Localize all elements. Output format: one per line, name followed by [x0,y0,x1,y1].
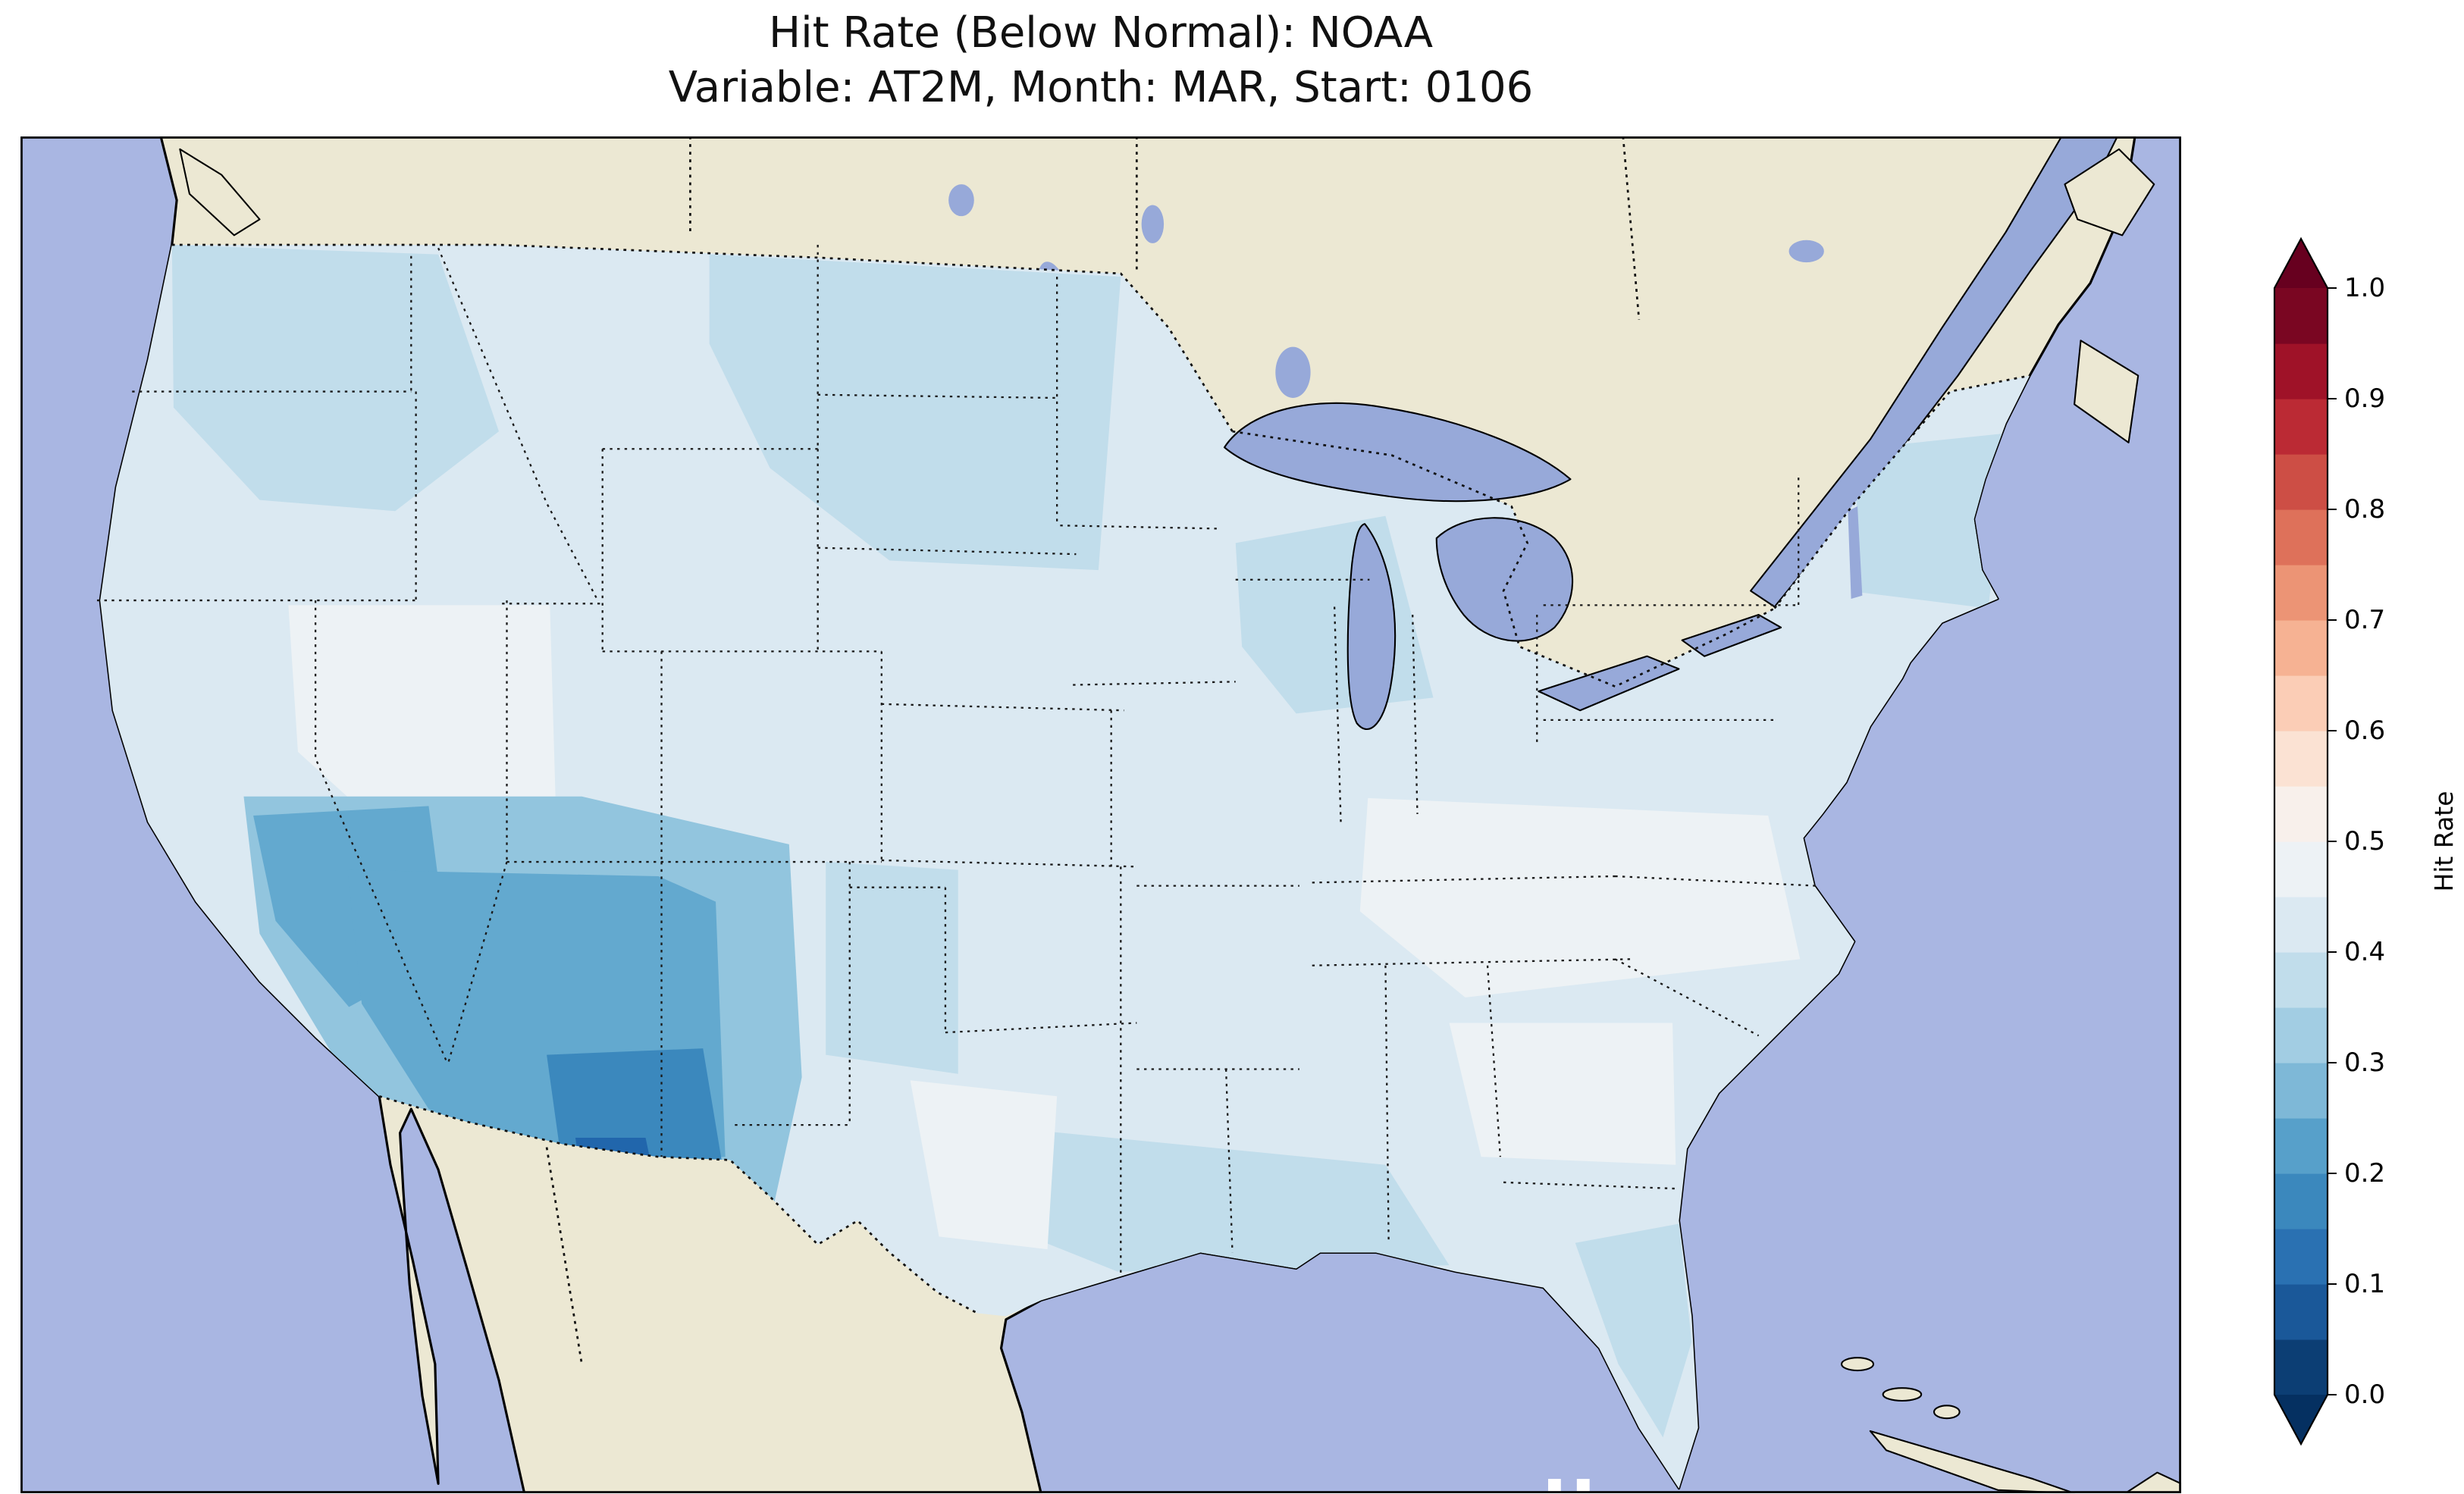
region-gulf-coast [1021,1129,1450,1272]
canada-lake [948,184,974,217]
missing-data-cell [1547,1479,1561,1492]
colorbar: 1.0 0.9 0.8 0.7 0.6 0.5 0.4 0.3 0.2 0.1 0.0 Hit Ra… [2273,236,2459,1446]
colorbar-band [2274,1063,2328,1119]
colorbar-axis-label: Hit Rate [2429,791,2459,891]
colorbar-band [2274,1173,2328,1229]
colorbar-band [2274,1339,2328,1395]
colorbar-band [2274,399,2328,455]
colorbar-band [2274,509,2328,565]
hispaniola-edge [2124,1471,2181,1493]
bahamas-island [1933,1405,1961,1420]
lake-ontario [1681,613,1782,657]
colorbar-ticks: 1.0 0.9 0.8 0.7 0.6 0.5 0.4 0.3 0.2 0.1 0.0 [2328,273,2385,1410]
state-borders-west [96,245,882,1157]
title-line-1: Hit Rate (Below Normal): NOAA [768,8,1434,58]
map-frame [20,136,2181,1493]
lake-huron [1435,517,1574,642]
us-map [20,136,2181,1493]
colorbar-tick-label: 0.8 [2344,494,2385,525]
colorbar-tick-label: 0.9 [2344,384,2385,414]
colorbar-band [2274,1118,2328,1174]
lake-superior [1223,402,1572,503]
canada-lake [1788,240,1824,263]
region-texas-panhandle [826,862,958,1074]
colorbar-band [2274,1229,2328,1285]
figure-title: Hit Rate (Below Normal): NOAA Variable: … [20,6,2181,114]
colorbar-band [2274,343,2328,399]
colorbar-band [2274,1007,2328,1063]
newfoundland-island [2064,148,2155,236]
colorbar-band [2274,565,2328,621]
bahamas-island [1840,1357,1875,1372]
missing-data-cell [1576,1479,1590,1492]
colorbar-band [2274,1284,2328,1340]
state-borders-central [817,277,1299,1276]
colorbar-band [2274,620,2328,676]
state-borders-east [1235,478,1817,1243]
colorbar-band [2274,786,2328,842]
nova-scotia [2074,340,2140,443]
lake-champlain [1848,506,1863,599]
colorbar-band [2274,952,2328,1008]
region-northern-plains [709,254,1121,571]
colorbar-tick-label: 1.0 [2344,273,2385,303]
colorbar-extend-under [2274,1395,2328,1444]
vancouver-island [179,148,261,236]
colorbar-band [2274,841,2328,897]
region-florida [1575,1223,1692,1438]
colorbar-tick-label: 0.2 [2344,1158,2385,1189]
region-nevada-utah [288,605,556,844]
region-central-texas [910,1080,1058,1250]
colorbar-band [2274,731,2328,787]
colorbar-extend-over [2274,239,2328,288]
bahamas-island [1882,1387,1923,1402]
region-southeast [1449,1023,1676,1165]
colorbar-tick-label: 0.6 [2344,716,2385,746]
colorbar-band [2274,454,2328,510]
lake-michigan [1346,523,1397,731]
colorbar-tick-label: 0.5 [2344,826,2385,857]
region-new-england [1854,433,2009,609]
lake-erie [1538,655,1680,712]
title-line-2: Variable: AT2M, Month: MAR, Start: 0106 [668,62,1534,112]
canada-lake [1275,346,1311,398]
great-lakes [1223,402,1863,731]
region-ohio-valley [1359,797,1801,998]
colorbar-band [2274,897,2328,953]
colorbar-tick-label: 0.4 [2344,937,2385,967]
us-region-base [100,245,2030,1489]
international-borders [171,136,2030,1364]
colorbar-bands [2274,239,2328,1444]
colorbar-tick-label: 0.3 [2344,1048,2385,1078]
colorbar-band [2274,288,2328,344]
colorbar-tick-label: 0.1 [2344,1269,2385,1299]
colorbar-band [2274,675,2328,731]
canada-lake [1141,205,1165,243]
colorbar-tick-label: 0.7 [2344,605,2385,635]
region-pacific-northwest [171,245,499,512]
colorbar-tick-label: 0.0 [2344,1380,2385,1410]
